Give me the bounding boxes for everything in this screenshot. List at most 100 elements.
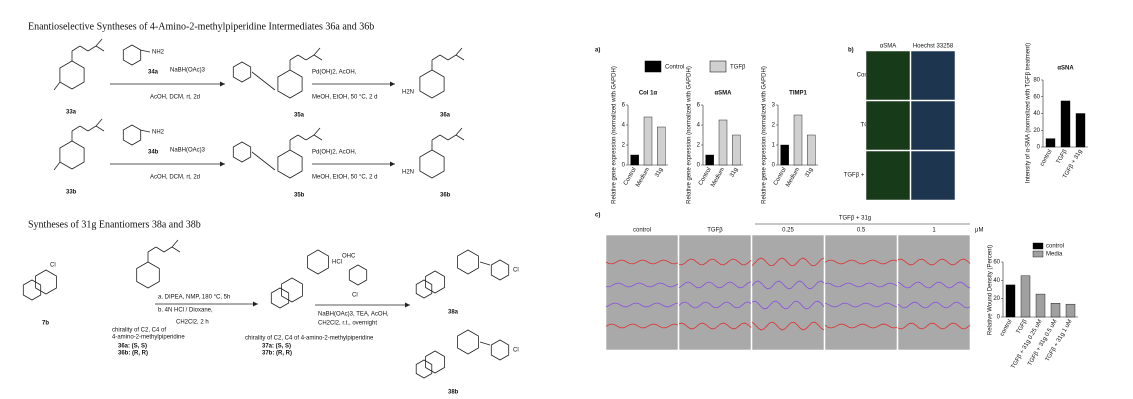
bond (71, 125, 81, 132)
bar (1075, 113, 1086, 148)
wound-edge (751, 300, 825, 310)
bond (447, 54, 457, 61)
bond (313, 127, 321, 136)
y-tick-label: 60 (1033, 94, 1040, 100)
bar (732, 134, 741, 166)
y-tick-label: 0 (772, 163, 776, 169)
bar (1005, 284, 1016, 318)
scheme-title: Enantioselective Syntheses of 4-Amino-2-… (28, 21, 374, 32)
micrograph (910, 100, 956, 151)
wound-edge (824, 259, 898, 265)
panel-label: a) (595, 48, 600, 54)
micrograph (865, 150, 911, 201)
ring (59, 60, 85, 90)
wound-edge (751, 257, 825, 267)
column-label: control (633, 228, 651, 234)
label: chirality of C2, C4 of 4-amino-2-methylp… (245, 336, 374, 342)
bar (807, 134, 816, 166)
bar (630, 154, 639, 166)
label: 38a (448, 310, 459, 316)
label: 36a (440, 113, 451, 119)
bond (439, 54, 449, 61)
legend-label: Media (1046, 252, 1063, 258)
micrograph (751, 234, 825, 351)
ring (490, 259, 510, 281)
bond (87, 125, 97, 132)
micrograph (910, 150, 956, 201)
column-label: αSMA (880, 44, 896, 50)
bond (95, 118, 103, 127)
legend-swatch (644, 60, 662, 73)
label: Cl (513, 348, 519, 354)
bond (455, 47, 463, 56)
label: 37a: (S, S) (262, 344, 291, 350)
label: Cl (352, 293, 358, 299)
label: 34b (148, 150, 159, 156)
bond (147, 246, 157, 253)
y-axis-label: Relative gene expression (normalized wit… (762, 66, 768, 204)
label: HCl (332, 260, 342, 266)
micrograph (865, 100, 911, 151)
column-label: 0.5 (857, 228, 866, 234)
x-tick-label: TGFβ (1056, 148, 1069, 165)
y-axis-label: Relative Wound Density (Percent) (988, 245, 994, 335)
label: Pd(OH)2, AcOH, (312, 150, 357, 156)
ring (457, 249, 479, 275)
bond (95, 45, 105, 52)
y-tick-label: 0 (622, 163, 626, 169)
ring (122, 124, 142, 146)
bond (439, 134, 449, 141)
unit-label: μM (975, 228, 983, 234)
wound-edge (751, 321, 825, 331)
bar (643, 116, 653, 166)
bond (479, 261, 491, 266)
ring (22, 279, 42, 301)
bond (479, 341, 491, 346)
legend-label: TGFβ (730, 65, 746, 71)
bond (95, 38, 103, 47)
label: NH2 (152, 130, 165, 136)
label: chirality of C2, C4 of (112, 328, 166, 334)
bar (1045, 138, 1056, 148)
label: OHC (342, 254, 356, 260)
legend-swatch (1032, 250, 1044, 258)
y-tick-label: 2 (772, 123, 776, 129)
chart-title: TIMP1 (789, 91, 807, 97)
label: a. DIPEA, NMP, 180 °C, 5h (158, 295, 230, 301)
label: 37b: (R, R) (262, 351, 292, 357)
wound-edge (605, 282, 679, 288)
y-tick-label: 0 (1037, 145, 1041, 151)
label: NaBH(OAc)3 (170, 68, 206, 74)
ring (348, 264, 368, 286)
ring (425, 270, 445, 294)
bond (163, 246, 173, 253)
bond (431, 54, 441, 61)
ring (415, 279, 433, 299)
label: Pd(OH)2, AcOH, (312, 70, 357, 76)
ring (415, 359, 433, 379)
wound-edge (824, 302, 898, 308)
micrograph (910, 50, 956, 101)
label: H2N (402, 170, 414, 176)
y-tick-label: 0 (997, 315, 1001, 321)
ring (35, 269, 57, 295)
bond (313, 134, 323, 141)
bar (705, 154, 714, 166)
micrograph (897, 234, 971, 351)
ring (232, 61, 252, 83)
column-label: Hoechst 33258 (913, 44, 954, 50)
arrow-head (390, 161, 395, 167)
x-tick-label: TGFβ (1016, 318, 1029, 335)
arrow-head (220, 161, 225, 167)
label: b. 4N HCl / Dioxane, (158, 308, 213, 314)
label: 36b: (R, R) (118, 351, 148, 357)
y-tick-label: 6 (622, 103, 626, 109)
x-tick-label: 31g (729, 167, 739, 179)
bond (53, 81, 61, 91)
y-tick-label: 60 (993, 260, 1000, 266)
label: 34a (148, 70, 159, 76)
y-tick-label: 6 (697, 103, 701, 109)
y-tick-label: 0 (697, 163, 701, 169)
label: 35a (294, 113, 305, 119)
wound-edge (897, 258, 971, 266)
